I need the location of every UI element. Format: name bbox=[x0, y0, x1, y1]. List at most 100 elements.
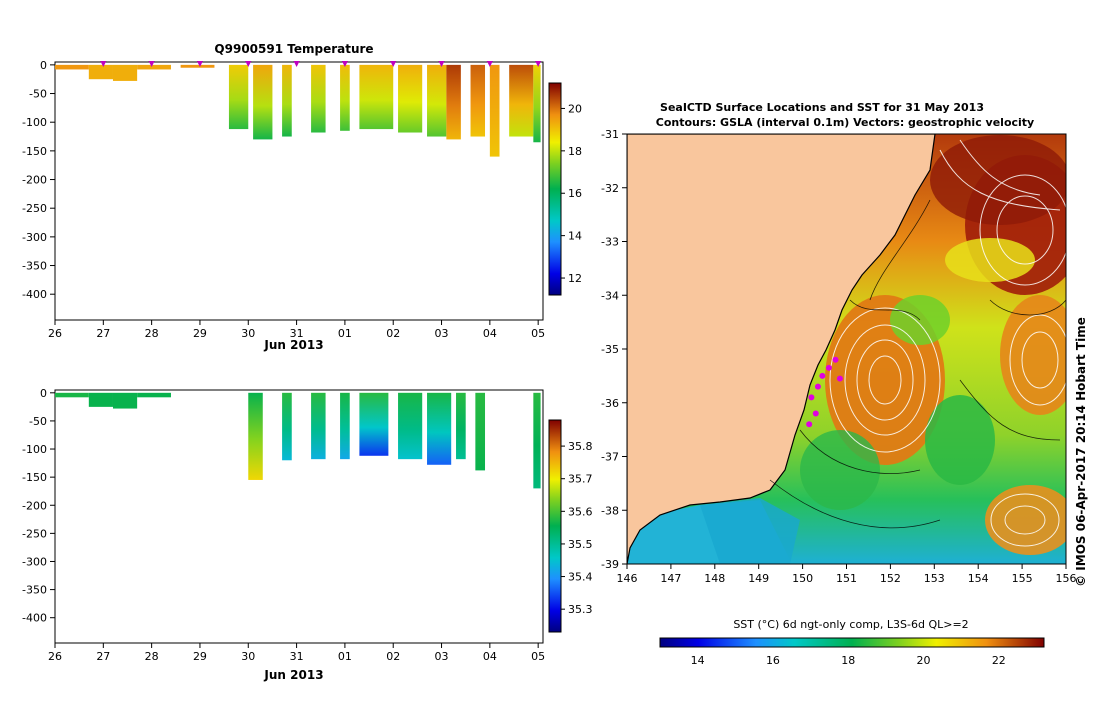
colorbar-tick-label: 35.7 bbox=[568, 473, 593, 486]
salinity-colorbar bbox=[548, 419, 562, 633]
profile-bar bbox=[55, 64, 89, 70]
profile-bar bbox=[311, 64, 326, 133]
profile-bar bbox=[228, 64, 249, 130]
x-tick-label: 31 bbox=[290, 327, 304, 340]
temperature-panel: Q9900591 Temperature 0 -50 -100 -150 -200 -25… bbox=[22, 42, 582, 352]
profile-bar bbox=[112, 64, 138, 81]
y-tick-label: -200 bbox=[22, 174, 47, 187]
profile-bar bbox=[489, 64, 500, 157]
lat-tick-label: -39 bbox=[601, 558, 619, 571]
y-tick-label: -100 bbox=[22, 116, 47, 129]
profile-bar bbox=[456, 392, 466, 460]
salinity-x-label: Jun 2013 bbox=[263, 668, 323, 682]
colorbar-tick-label: 35.3 bbox=[568, 603, 593, 616]
map-body bbox=[627, 134, 1066, 564]
x-tick-label: 03 bbox=[435, 650, 449, 663]
salinity-colorbar-ticks: 35.3 35.4 35.5 35.6 35.7 35.8 bbox=[561, 440, 593, 616]
lon-tick-label: 152 bbox=[880, 572, 901, 585]
profile-bar bbox=[253, 64, 273, 140]
ctd-location-marker bbox=[808, 394, 815, 401]
sst-colorbar-ticks: 14 16 18 20 22 bbox=[691, 654, 1006, 667]
salinity-x-axis: 26 27 28 29 30 31 01 02 03 04 05 bbox=[48, 643, 545, 663]
lat-tick-label: -36 bbox=[601, 397, 619, 410]
warm-eddy-south bbox=[985, 485, 1066, 555]
x-tick-label: 28 bbox=[145, 327, 159, 340]
y-tick-label: -250 bbox=[22, 202, 47, 215]
ctd-location-marker bbox=[812, 410, 819, 417]
profile-marker bbox=[486, 61, 493, 67]
sst-colorbar bbox=[659, 637, 1045, 648]
lon-tick-label: 153 bbox=[924, 572, 945, 585]
colorbar-tick-label: 18 bbox=[568, 145, 582, 158]
profile-bar bbox=[533, 392, 541, 489]
lat-tick-label: -33 bbox=[601, 236, 619, 249]
temperature-profiles bbox=[55, 64, 541, 157]
y-tick-label: -350 bbox=[22, 260, 47, 273]
ctd-locations bbox=[806, 356, 843, 428]
lat-tick-label: -35 bbox=[601, 343, 619, 356]
cool-water-shelf bbox=[800, 430, 880, 510]
lat-tick-label: -31 bbox=[601, 128, 619, 141]
x-tick-label: 30 bbox=[241, 327, 255, 340]
lon-tick-label: 149 bbox=[748, 572, 769, 585]
lon-tick-label: 156 bbox=[1056, 572, 1077, 585]
profile-marker bbox=[293, 61, 300, 67]
map-latitude-axis: -31 -32 -33 -34 -35 -36 -37 -38 -39 bbox=[601, 128, 627, 571]
x-tick-label: 29 bbox=[193, 650, 207, 663]
temperature-colorbar bbox=[548, 82, 562, 296]
profile-bar bbox=[88, 64, 113, 80]
x-tick-label: 30 bbox=[241, 650, 255, 663]
map-title: SeaICTD Surface Locations and SST for 31… bbox=[660, 101, 984, 114]
temperature-colorbar-ticks: 12 14 16 18 20 bbox=[561, 102, 582, 285]
colorbar-tick-label: 35.8 bbox=[568, 440, 593, 453]
profile-bar bbox=[398, 392, 423, 460]
y-tick-label: -400 bbox=[22, 288, 47, 301]
lon-tick-label: 147 bbox=[660, 572, 681, 585]
profile-markers bbox=[100, 61, 542, 67]
lon-tick-label: 151 bbox=[836, 572, 857, 585]
x-tick-label: 26 bbox=[48, 327, 62, 340]
profile-bar bbox=[533, 64, 541, 143]
profile-marker bbox=[100, 61, 107, 67]
y-tick-label: -250 bbox=[22, 527, 47, 540]
gsla-contours bbox=[829, 139, 1066, 547]
profile-bar bbox=[509, 64, 534, 137]
imos-credit: © IMOS 06-Apr-2017 20:14 Hobart Time bbox=[1074, 317, 1088, 587]
x-tick-label: 05 bbox=[531, 650, 545, 663]
temperature-title: Q9900591 Temperature bbox=[214, 42, 373, 56]
profile-bar bbox=[137, 392, 171, 398]
profile-bar bbox=[470, 64, 486, 137]
ctd-location-marker bbox=[814, 383, 821, 390]
colorbar-tick-label: 35.5 bbox=[568, 538, 593, 551]
y-tick-label: -150 bbox=[22, 145, 47, 158]
temperature-plot-frame bbox=[54, 61, 544, 321]
x-tick-label: 27 bbox=[96, 327, 110, 340]
lat-tick-label: -37 bbox=[601, 451, 619, 464]
salinity-profiles bbox=[55, 392, 541, 489]
x-tick-label: 31 bbox=[290, 650, 304, 663]
x-tick-label: 01 bbox=[338, 650, 352, 663]
temperature-y-axis: 0 -50 -100 -150 -200 -250 -300 -350 -400 bbox=[22, 59, 55, 301]
y-tick-label: -100 bbox=[22, 443, 47, 456]
y-tick-label: -50 bbox=[29, 415, 47, 428]
y-tick-label: -200 bbox=[22, 499, 47, 512]
sst-colorbar-tick-label: 18 bbox=[841, 654, 855, 667]
colorbar-tick-label: 20 bbox=[568, 102, 582, 115]
profile-bar bbox=[282, 392, 292, 461]
y-tick-label: -300 bbox=[22, 231, 47, 244]
colorbar-tick-label: 35.4 bbox=[568, 571, 593, 584]
profile-bar bbox=[427, 64, 447, 137]
profile-marker bbox=[245, 61, 252, 67]
colorbar-tick-label: 14 bbox=[568, 230, 582, 243]
profile-bar bbox=[340, 392, 350, 460]
x-tick-label: 27 bbox=[96, 650, 110, 663]
sst-colorbar-label: SST (°C) 6d ngt-only comp, L3S-6d QL>=2 bbox=[733, 618, 968, 631]
profile-bar bbox=[446, 64, 461, 140]
sst-colorbar-tick-label: 20 bbox=[917, 654, 931, 667]
ctd-location-marker bbox=[825, 364, 832, 371]
colorbar-tick-label: 12 bbox=[568, 272, 582, 285]
profile-bar bbox=[340, 64, 350, 131]
x-tick-label: 04 bbox=[483, 327, 497, 340]
temperature-x-axis: 26 27 28 29 30 31 01 02 03 04 05 bbox=[48, 320, 545, 340]
